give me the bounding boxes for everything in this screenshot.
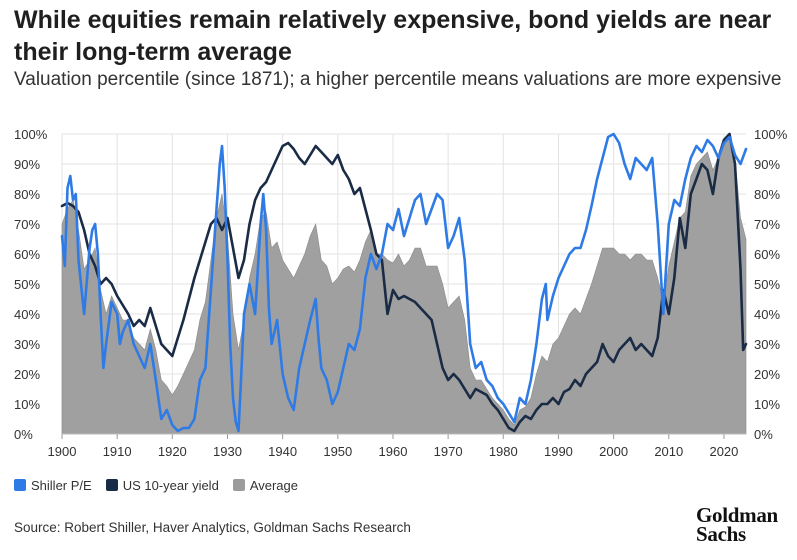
x-tick-label: 1970 (434, 444, 463, 459)
y-tick-label-left: 50% (14, 277, 40, 292)
y-tick-label-right: 90% (754, 157, 780, 172)
legend-swatch-average (232, 479, 245, 491)
y-tick-label-right: 60% (754, 247, 780, 262)
series-average-area (61, 136, 747, 435)
series-us-10-year-yield-line (60, 132, 748, 433)
x-tick-label: 1950 (323, 444, 352, 459)
y-tick-label-right: 30% (754, 337, 780, 352)
y-tick-label-right: 40% (754, 307, 780, 322)
legend-label-average: Average (249, 477, 298, 493)
legend-swatch-yield (105, 479, 118, 491)
legend-label-shiller: Shiller P/E (31, 477, 92, 493)
logo-line-1: Goldman (696, 503, 778, 527)
x-tick-label: 1930 (213, 444, 242, 459)
y-tick-label-right: 50% (754, 277, 780, 292)
y-tick-label-right: 70% (754, 217, 780, 232)
legend: Shiller P/E US 10-year yield Average (14, 475, 312, 495)
axis-labels-layer: 0% 0% 10% 10% 20% 20% 30% 30% 40% 40% 50% 50% 60% 60%… (14, 127, 788, 459)
y-tick-label-left: 30% (14, 337, 40, 352)
x-tick-label: 2000 (599, 444, 628, 459)
y-tick-label-left: 0% (14, 427, 33, 442)
y-tick-label-left: 60% (14, 247, 40, 262)
x-tick-label: 2010 (654, 444, 683, 459)
chart-title: While equities remain relatively expensi… (14, 6, 772, 66)
x-tick-label: 1960 (379, 444, 408, 459)
legend-item-average[interactable]: Average (232, 477, 298, 493)
y-tick-label-left: 70% (14, 217, 40, 232)
y-tick-label-left: 10% (14, 397, 40, 412)
y-tick-label-left: 80% (14, 187, 40, 202)
x-tick-label: 2020 (709, 444, 738, 459)
chart-subtitle: Valuation percentile (since 1871); a hig… (14, 69, 782, 90)
x-tick-label: 1990 (544, 444, 573, 459)
y-tick-label-left: 20% (14, 367, 40, 382)
legend-label-yield: US 10-year yield (122, 477, 219, 493)
y-tick-label-right: 20% (754, 367, 780, 382)
y-tick-label-right: 0% (754, 427, 773, 442)
legend-item-shiller[interactable]: Shiller P/E (14, 478, 92, 493)
y-tick-label-right: 100% (754, 127, 788, 142)
y-tick-label-left: 90% (14, 157, 40, 172)
series-shiller-pe-line (60, 132, 748, 433)
x-tick-label: 1910 (103, 444, 132, 459)
legend-swatch-shiller (14, 479, 26, 491)
y-tick-label-right: 80% (754, 187, 780, 202)
x-tick-label: 1920 (158, 444, 187, 459)
series-lines-layer (60, 132, 748, 433)
x-tick-label: 1900 (48, 444, 77, 459)
y-tick-label-right: 10% (754, 397, 780, 412)
legend-item-yield[interactable]: US 10-year yield (105, 477, 219, 493)
goldman-sachs-logo: Goldman Sachs (696, 503, 791, 546)
x-tick-label: 1940 (268, 444, 297, 459)
x-tick-label: 1980 (489, 444, 518, 459)
logo-line-2: Sachs (696, 522, 746, 546)
source-note: Source: Robert Shiller, Haver Analytics,… (14, 520, 411, 535)
y-tick-label-left: 40% (14, 307, 40, 322)
y-tick-label-left: 100% (14, 127, 48, 142)
chart-canvas: 0% 0% 10% 10% 20% 20% 30% 30% 40% 40% 50% 50% 60% 60%… (14, 127, 788, 459)
average-area-layer (61, 136, 747, 435)
